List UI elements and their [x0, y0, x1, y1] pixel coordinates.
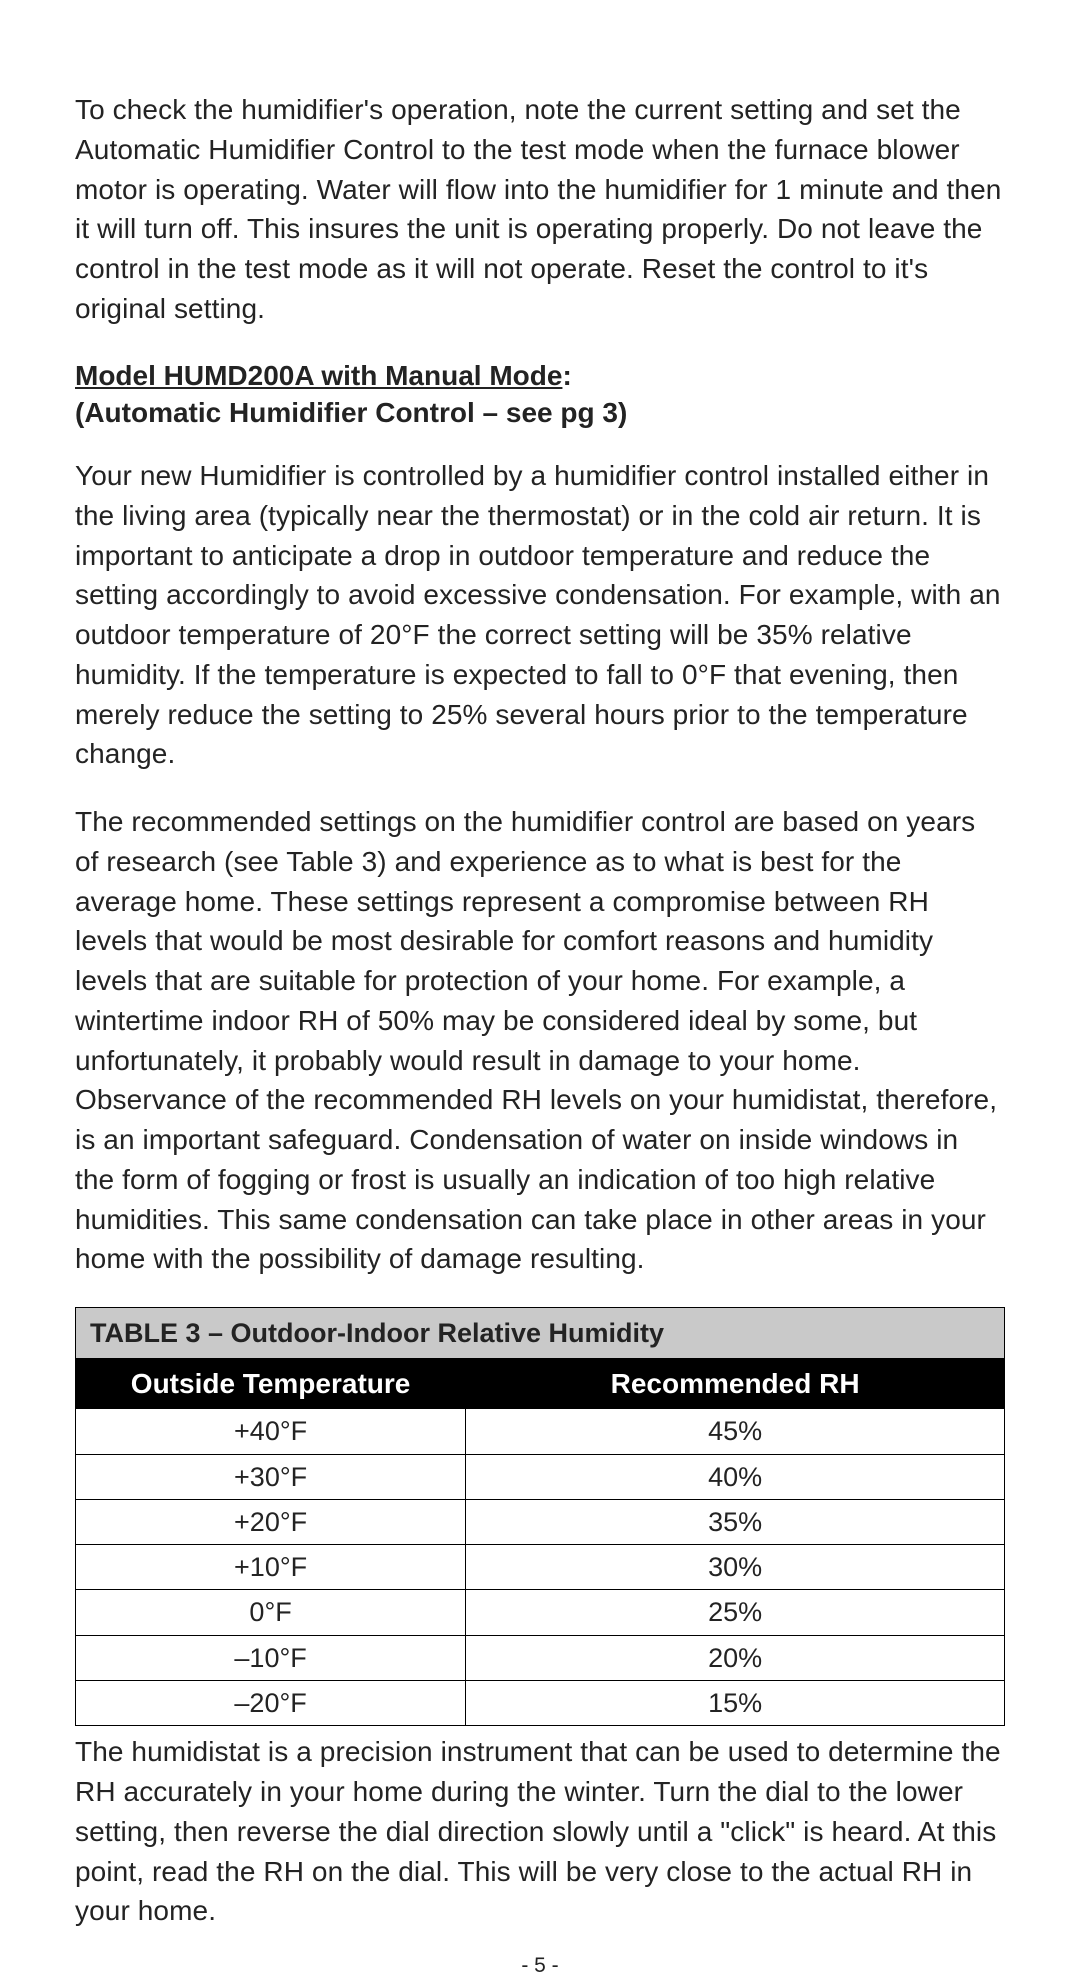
table-row: +20°F35% — [76, 1499, 1005, 1544]
cell-rh: 20% — [466, 1635, 1005, 1680]
cell-temp: 0°F — [76, 1590, 466, 1635]
cell-rh: 30% — [466, 1545, 1005, 1590]
table-row: 0°F25% — [76, 1590, 1005, 1635]
cell-rh: 25% — [466, 1590, 1005, 1635]
section-heading: Model HUMD200A with Manual Mode: (Automa… — [75, 357, 1005, 433]
table: Outside Temperature Recommended RH +40°F… — [75, 1359, 1005, 1726]
heading-subtitle: (Automatic Humidifier Control – see pg 3… — [75, 397, 627, 428]
cell-rh: 15% — [466, 1681, 1005, 1726]
paragraph-humidistat: The humidistat is a precision instrument… — [75, 1732, 1005, 1931]
table-row: –10°F20% — [76, 1635, 1005, 1680]
col-header-temp: Outside Temperature — [76, 1360, 466, 1409]
cell-rh: 40% — [466, 1454, 1005, 1499]
col-header-rh: Recommended RH — [466, 1360, 1005, 1409]
paragraph-control-location: Your new Humidifier is controlled by a h… — [75, 456, 1005, 774]
table-body: +40°F45% +30°F40% +20°F35% +10°F30% 0°F2… — [76, 1409, 1005, 1726]
table-row: –20°F15% — [76, 1681, 1005, 1726]
paragraph-intro: To check the humidifier's operation, not… — [75, 90, 1005, 329]
heading-model-line: Model HUMD200A with Manual Mode — [75, 360, 562, 391]
table-title: TABLE 3 – Outdoor-Indoor Relative Humidi… — [75, 1307, 1005, 1359]
cell-rh: 35% — [466, 1499, 1005, 1544]
table-row: +40°F45% — [76, 1409, 1005, 1454]
table-row: +30°F40% — [76, 1454, 1005, 1499]
heading-colon: : — [562, 360, 571, 391]
paragraph-recommended-settings: The recommended settings on the humidifi… — [75, 802, 1005, 1279]
humidity-table: TABLE 3 – Outdoor-Indoor Relative Humidi… — [75, 1307, 1005, 1726]
cell-temp: +30°F — [76, 1454, 466, 1499]
table-header-row: Outside Temperature Recommended RH — [76, 1360, 1005, 1409]
cell-rh: 45% — [466, 1409, 1005, 1454]
cell-temp: +40°F — [76, 1409, 466, 1454]
table-row: +10°F30% — [76, 1545, 1005, 1590]
cell-temp: –10°F — [76, 1635, 466, 1680]
cell-temp: –20°F — [76, 1681, 466, 1726]
cell-temp: +10°F — [76, 1545, 466, 1590]
cell-temp: +20°F — [76, 1499, 466, 1544]
page-number: - 5 - — [75, 1951, 1005, 1981]
